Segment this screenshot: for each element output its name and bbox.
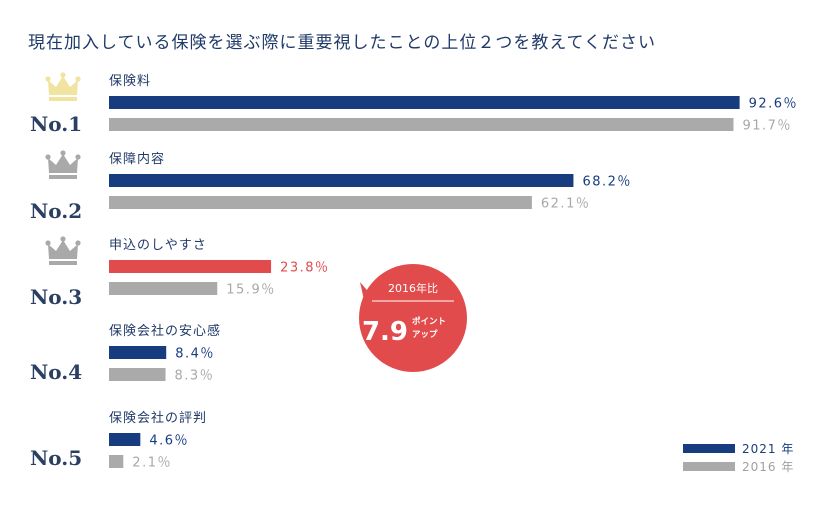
rank-label-5: No.5 xyxy=(30,446,82,470)
value-label-2021-2: 68.2％ xyxy=(582,175,631,190)
chart-title: 現在加入している保険を選ぶ際に重要視したことの上位２つを教えてください xyxy=(28,33,656,53)
value-label-2016-2: 62.1％ xyxy=(541,197,590,212)
bar-2021-2 xyxy=(109,174,574,187)
crown-jewel xyxy=(60,150,66,156)
crown-base xyxy=(49,175,77,179)
value-label-2016-4: 8.3％ xyxy=(175,369,215,384)
rank-label-1: No.1 xyxy=(30,112,82,136)
value-label-2021-1: 92.6％ xyxy=(749,97,798,112)
bar-2016-4 xyxy=(109,368,166,381)
crown-body xyxy=(48,76,78,95)
crown-jewel xyxy=(75,240,81,246)
crown-icon-1 xyxy=(45,72,81,101)
category-label-2: 保障内容 xyxy=(109,151,165,167)
crown-jewel xyxy=(60,72,66,78)
crown-icon-3 xyxy=(45,236,81,265)
value-label-2021-3: 23.8％ xyxy=(280,261,329,276)
annotation-unit-line2: アップ xyxy=(412,329,438,340)
crown-jewel xyxy=(45,154,51,160)
bar-2016-5 xyxy=(109,455,124,468)
legend-swatch-2021 xyxy=(683,444,735,453)
category-label-3: 申込のしやすさ xyxy=(109,238,207,253)
crown-jewel xyxy=(45,76,51,82)
crown-jewel xyxy=(60,236,66,242)
annotation-unit-line1: ポイント xyxy=(412,316,446,327)
rank-label-4: No.4 xyxy=(30,360,82,384)
crown-base xyxy=(49,97,77,101)
chart-rows: No.1 保険料 92.6％ 91.7％ No.2 保障内容 68.2％ 62.1％ No.3 申… xyxy=(30,72,798,471)
rank-label-3: No.3 xyxy=(30,285,82,309)
annotation-badge-circle xyxy=(359,264,467,372)
crown-base xyxy=(49,261,77,265)
crown-jewel xyxy=(75,76,81,82)
value-label-2016-3: 15.9％ xyxy=(226,283,275,298)
bar-2016-1 xyxy=(109,118,734,131)
bar-2021-1 xyxy=(109,96,740,109)
annotation-badge: 2016年比 7.9 ポイント アップ xyxy=(359,264,467,372)
value-label-2016-1: 91.7％ xyxy=(742,119,791,134)
bar-2016-3 xyxy=(109,282,218,295)
legend-label-2016: 2016 年 xyxy=(742,460,794,474)
bar-2021-5 xyxy=(109,433,141,446)
legend: 2021 年 2016 年 xyxy=(683,442,794,474)
category-label-4: 保険会社の安心感 xyxy=(109,323,221,339)
value-label-2021-5: 4.6％ xyxy=(149,434,189,449)
category-label-5: 保険会社の評判 xyxy=(109,410,207,426)
crown-jewel xyxy=(75,154,81,160)
crown-body xyxy=(48,154,78,173)
crown-jewel xyxy=(45,240,51,246)
rank-label-2: No.2 xyxy=(30,199,82,223)
bar-2021-3 xyxy=(109,260,272,273)
bar-2016-2 xyxy=(109,196,532,209)
legend-label-2021: 2021 年 xyxy=(742,442,794,456)
bar-2021-4 xyxy=(109,346,167,359)
annotation-value: 7.9 xyxy=(362,317,408,347)
annotation-top-text: 2016年比 xyxy=(388,281,438,295)
category-label-1: 保険料 xyxy=(109,74,151,89)
value-label-2016-5: 2.1％ xyxy=(132,456,172,471)
annotation-badge-pointer xyxy=(360,282,372,300)
value-label-2021-4: 8.4％ xyxy=(175,347,215,362)
crown-icon-2 xyxy=(45,150,81,179)
crown-body xyxy=(48,240,78,259)
legend-swatch-2016 xyxy=(683,462,735,471)
